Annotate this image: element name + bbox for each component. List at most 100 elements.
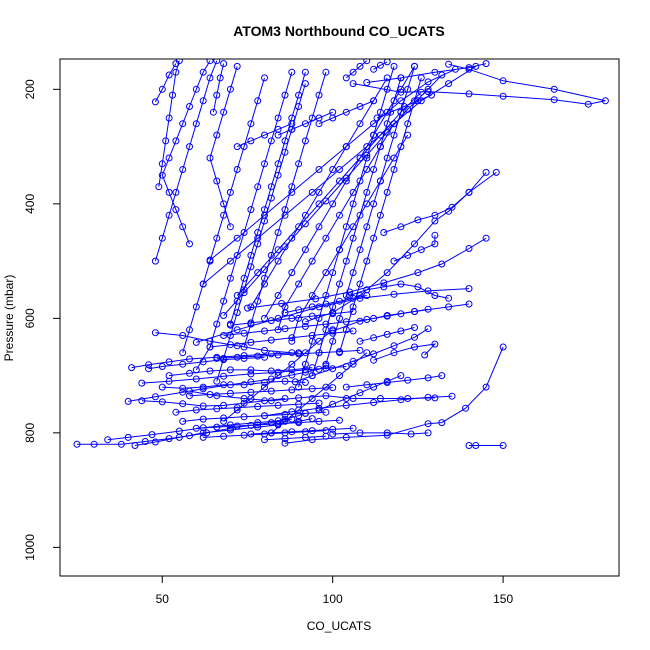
y-tick-label: 200 (23, 79, 37, 99)
data-point (329, 269, 337, 277)
data-point (356, 280, 364, 288)
plot-frame (59, 58, 620, 577)
data-point (448, 203, 456, 211)
data-point (213, 131, 221, 139)
data-point (322, 432, 330, 440)
data-point (254, 183, 262, 191)
data-point (336, 314, 343, 322)
data-point (233, 309, 241, 317)
data-point (356, 103, 364, 110)
data-point (349, 80, 357, 88)
data-point (349, 424, 357, 432)
series-67 (342, 59, 371, 82)
data-point (288, 349, 296, 357)
series-66 (373, 91, 435, 122)
series-33 (322, 62, 418, 368)
data-point (186, 392, 193, 400)
series-line (284, 295, 367, 314)
data-point (411, 343, 418, 351)
data-point (267, 387, 275, 395)
data-point (240, 399, 248, 407)
data-point (322, 269, 330, 277)
data-point (349, 303, 357, 311)
series-65 (390, 231, 439, 265)
data-point (175, 433, 183, 441)
data-point (213, 59, 221, 65)
data-point (172, 137, 180, 145)
series-37 (151, 60, 180, 106)
data-point (329, 310, 337, 318)
data-point (356, 429, 364, 437)
data-point (216, 74, 224, 82)
data-point (390, 62, 398, 70)
data-point (240, 329, 248, 337)
data-point (336, 372, 343, 380)
data-point (397, 310, 405, 318)
series-71 (233, 120, 296, 151)
data-point (288, 386, 296, 394)
data-point (404, 376, 412, 384)
data-point (411, 333, 418, 341)
data-point (213, 91, 221, 99)
series-51 (192, 416, 343, 432)
data-point (308, 364, 316, 372)
data-point (247, 430, 255, 438)
data-point (240, 229, 248, 236)
data-point (206, 154, 214, 162)
series-line (373, 343, 437, 361)
data-point (301, 379, 309, 386)
data-point (431, 211, 439, 219)
series-line (264, 395, 453, 417)
series-line (318, 100, 374, 125)
series-line (155, 332, 292, 354)
data-point (274, 114, 282, 122)
data-point (199, 433, 207, 441)
data-point (254, 423, 262, 431)
data-point (199, 429, 207, 437)
y-tick-label: 800 (23, 423, 37, 443)
data-point (254, 269, 262, 277)
data-point (445, 80, 453, 88)
data-point (308, 332, 316, 339)
data-point (220, 332, 228, 339)
data-point (233, 234, 241, 242)
data-point (247, 206, 255, 214)
series-line (209, 66, 238, 227)
data-point (281, 435, 289, 443)
data-point (315, 417, 323, 425)
data-point (349, 308, 357, 315)
series-12 (291, 325, 432, 386)
data-point (601, 97, 609, 105)
data-point (179, 400, 187, 408)
data-point (342, 177, 350, 185)
data-point (397, 143, 405, 151)
data-point (370, 314, 378, 322)
data-point (295, 160, 303, 168)
data-point (261, 217, 268, 225)
data-point (261, 160, 268, 168)
data-point (165, 372, 173, 380)
data-point (226, 85, 234, 93)
data-point (342, 401, 350, 409)
data-point (431, 340, 439, 348)
data-point (281, 148, 289, 156)
data-point (301, 368, 309, 376)
data-point (356, 337, 364, 345)
data-point (370, 383, 378, 391)
data-point (295, 406, 303, 414)
data-point (315, 223, 323, 231)
series-4 (329, 429, 432, 438)
data-point (424, 78, 432, 86)
data-point (261, 131, 268, 139)
data-point (295, 306, 303, 314)
data-point (376, 177, 384, 185)
data-point (322, 392, 330, 400)
series-line (383, 172, 487, 233)
series-line (339, 77, 422, 353)
series-43 (380, 168, 490, 236)
data-point (465, 442, 473, 449)
data-point (397, 396, 405, 404)
data-point (499, 442, 507, 449)
data-point (281, 439, 289, 447)
series-58 (145, 353, 268, 373)
